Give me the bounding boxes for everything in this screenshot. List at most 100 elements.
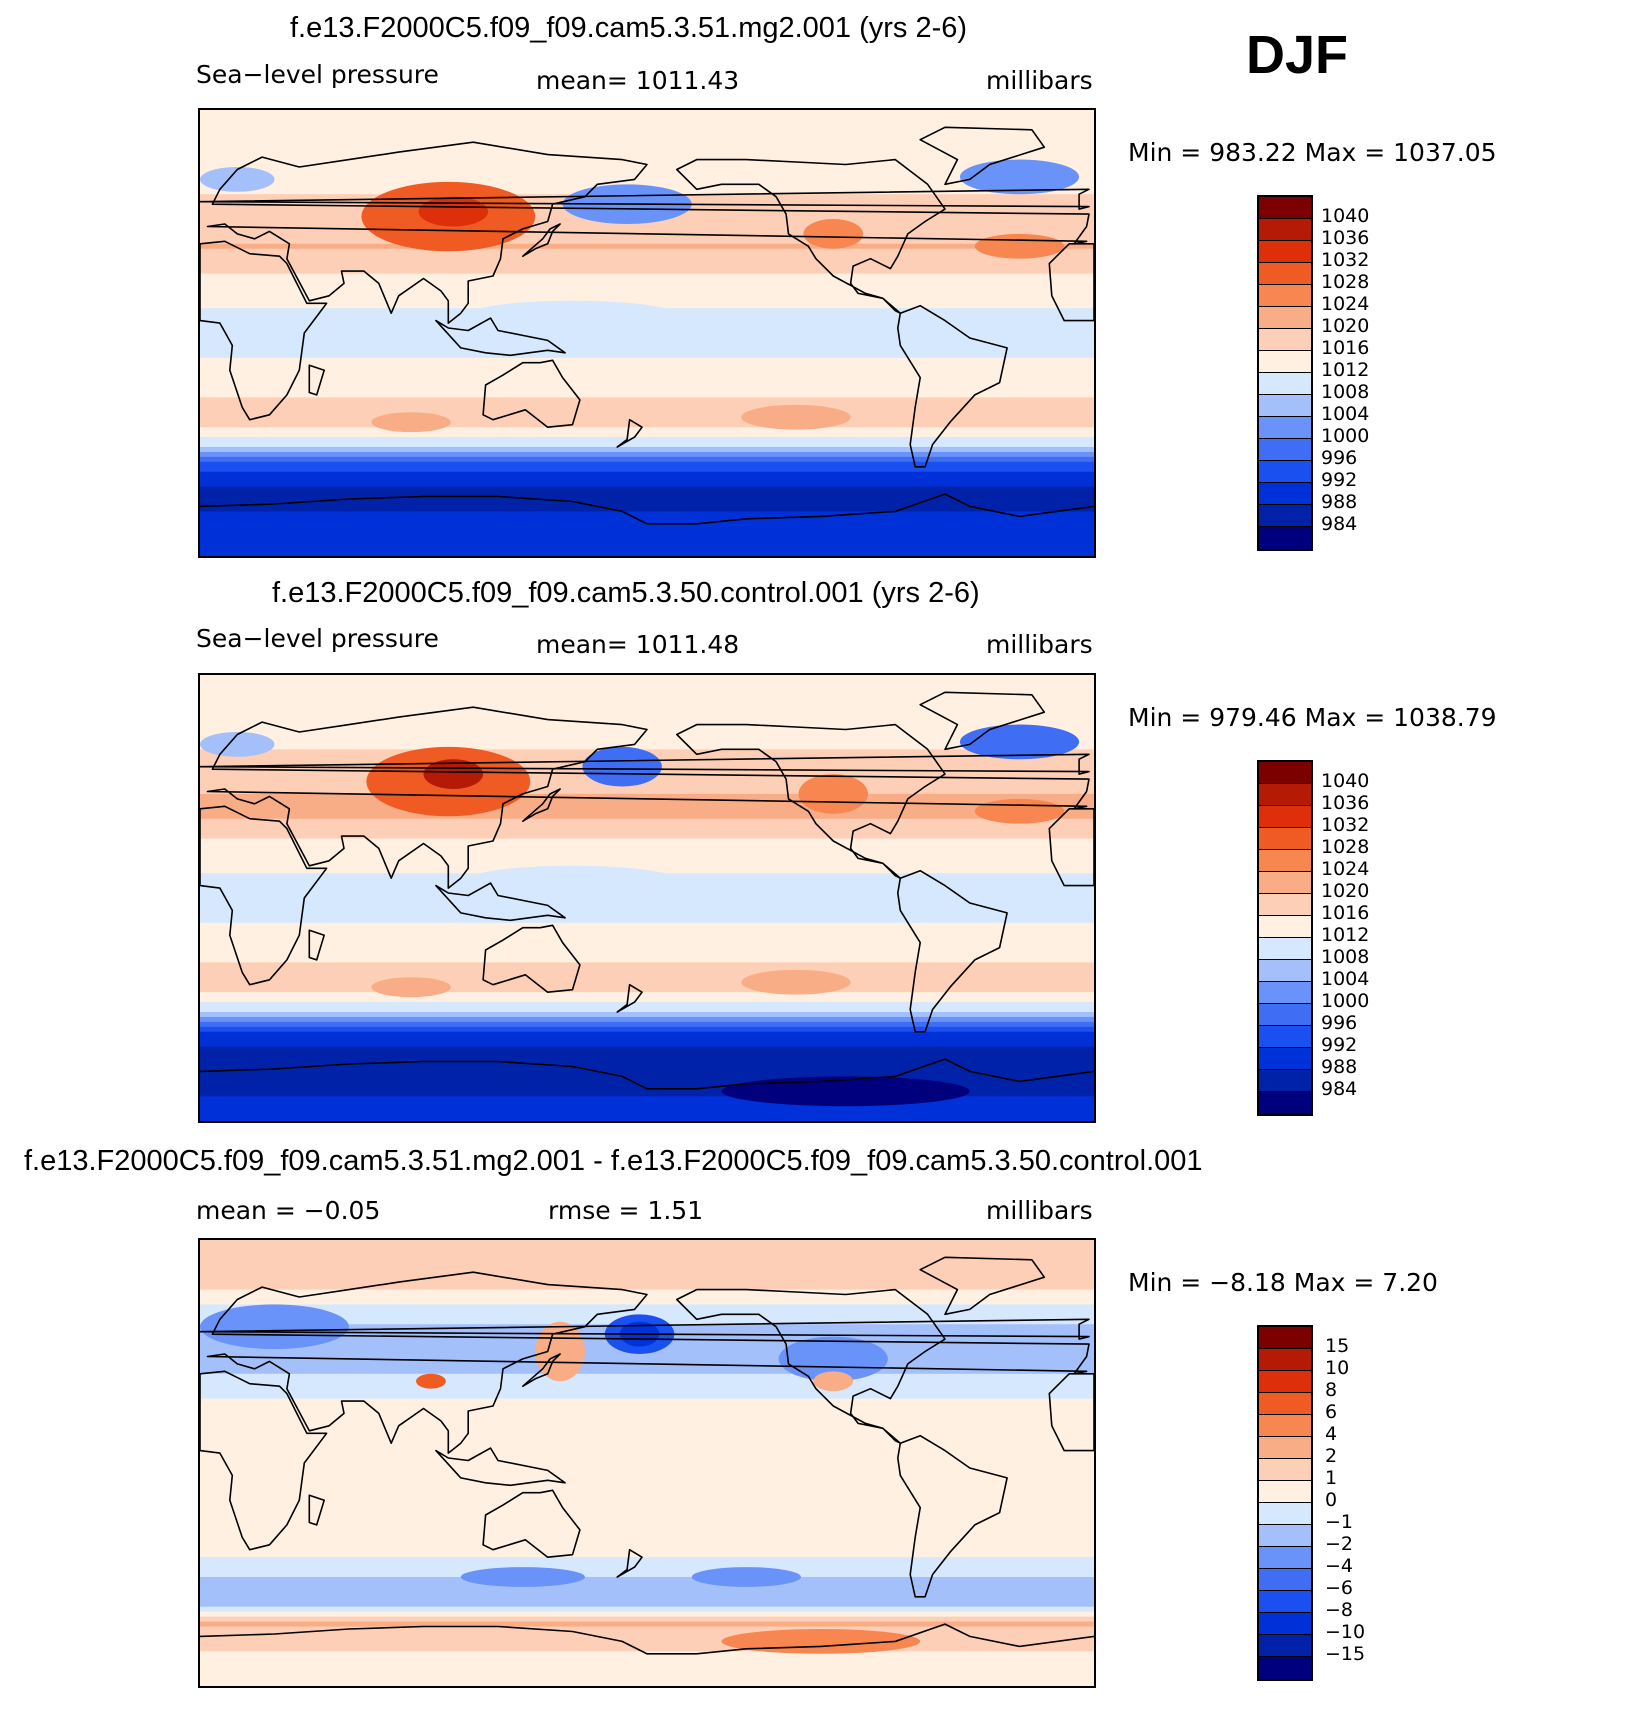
field-band [200,417,1094,423]
field-band [200,1631,1094,1638]
field-band [200,1041,1094,1048]
field-anomaly [200,166,275,192]
field-band [200,917,1094,924]
field-band [200,283,1094,289]
coastline-uk [200,188,1090,210]
field-band [200,114,1094,121]
field-band [200,516,1094,522]
field-band [200,1116,1094,1121]
panel-3-map [198,1238,1096,1688]
colorbar-swatch [1259,1092,1311,1114]
field-anomaly [473,300,672,326]
field-band [200,144,1094,151]
colorbar-swatch [1259,351,1311,373]
coastline-africa-east [200,240,328,421]
field-band [200,536,1094,542]
field-band [200,461,1094,468]
colorbar-tick-label: 1 [1325,1467,1338,1489]
field-anomaly [721,1076,970,1107]
colorbar-swatch [1259,373,1311,395]
field-band [200,1408,1094,1415]
field-band [200,793,1094,800]
coastline-eurasia [206,1271,1090,1454]
colorbar-tick-label: 1040 [1321,770,1370,792]
colorbar-tick-label: 1016 [1321,902,1370,924]
field-band [200,972,1094,978]
field-band [200,694,1094,701]
field-band [200,1383,1094,1390]
field-band [200,1671,1094,1677]
field-band [200,912,1094,919]
field-band [200,1428,1094,1434]
colorbar-tick-label: −8 [1325,1599,1354,1621]
panel-2-units-label: millibars [986,630,1093,659]
field-band [200,744,1094,750]
panel-3-field [200,1240,1094,1686]
field-anomaly [473,865,672,891]
season-label: DJF [1246,25,1349,85]
field-band [200,159,1094,166]
colorbar-tick-label: −1 [1325,1511,1354,1533]
field-band [200,1572,1094,1578]
colorbar-tick-label: 1028 [1321,836,1370,858]
colorbar-swatch [1259,285,1311,307]
field-band [200,1453,1094,1459]
field-band [200,1294,1094,1301]
field-band [200,1606,1094,1613]
field-band [200,1507,1094,1514]
colorbar-tick-label: 1020 [1321,880,1370,902]
field-band [200,843,1094,850]
colorbar-swatch [1259,241,1311,263]
field-anomaly [582,746,662,787]
coastline-north-america [675,1288,946,1444]
field-band [200,1646,1094,1652]
panel-3-mean-label: mean = −0.05 [196,1196,381,1225]
field-anomaly [200,731,275,757]
colorbar-swatch [1259,1393,1311,1415]
field-band [200,476,1094,483]
field-anomaly [959,159,1080,195]
field-band [200,496,1094,503]
field-band [200,1676,1094,1682]
coastline-new-zealand [616,418,643,448]
field-band [200,1011,1094,1018]
field-band [200,432,1094,438]
field-anomaly [371,977,451,998]
field-anomaly [371,412,451,433]
field-band [200,119,1094,126]
colorbar-swatch [1259,395,1311,417]
field-band [200,1353,1094,1360]
field-band [200,1656,1094,1662]
colorbar-tick-label: 1004 [1321,403,1370,425]
coastline-south-america [896,869,1008,1033]
field-band [200,1552,1094,1558]
coastline-australia [482,359,581,429]
field-band [200,456,1094,463]
field-anomaly [959,724,1080,760]
field-band [200,1467,1094,1474]
field-band [200,437,1094,443]
field-band [200,1666,1094,1672]
coastline-north-america [675,158,946,314]
field-band [200,1458,1094,1464]
field-band [200,1586,1094,1593]
field-band [200,243,1094,250]
coastline-antarctica [200,1623,1094,1655]
field-band [200,947,1094,954]
colorbar-swatch [1259,263,1311,285]
colorbar-swatch [1259,197,1311,219]
field-band [200,1403,1094,1410]
field-band [200,357,1094,364]
field-band [200,382,1094,389]
colorbar-tick-label: 2 [1325,1445,1338,1467]
colorbar-tick-label: 1000 [1321,425,1370,447]
field-band [200,1096,1094,1102]
field-band [200,367,1094,374]
field-band [200,1299,1094,1306]
coastline-antarctica [200,493,1094,525]
colorbar-swatch [1259,1569,1311,1591]
colorbar-swatch [1259,938,1311,960]
colorbar-tick-label: −6 [1325,1577,1354,1599]
panel-1-mean-label: mean= 1011.43 [536,66,740,95]
field-band [200,1497,1094,1504]
